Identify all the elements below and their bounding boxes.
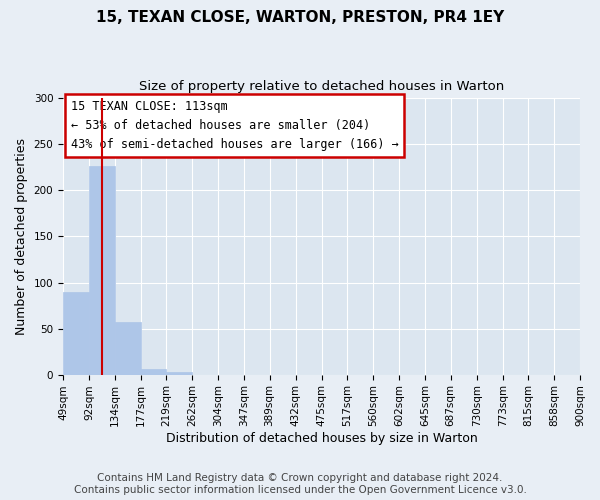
Text: 15, TEXAN CLOSE, WARTON, PRESTON, PR4 1EY: 15, TEXAN CLOSE, WARTON, PRESTON, PR4 1E… — [96, 10, 504, 25]
Bar — [115, 322, 141, 374]
X-axis label: Distribution of detached houses by size in Warton: Distribution of detached houses by size … — [166, 432, 478, 445]
Title: Size of property relative to detached houses in Warton: Size of property relative to detached ho… — [139, 80, 504, 93]
Bar — [63, 292, 89, 374]
Bar — [166, 372, 193, 374]
Text: Contains HM Land Registry data © Crown copyright and database right 2024.
Contai: Contains HM Land Registry data © Crown c… — [74, 474, 526, 495]
Bar — [89, 166, 115, 374]
Text: 15 TEXAN CLOSE: 113sqm
← 53% of detached houses are smaller (204)
43% of semi-de: 15 TEXAN CLOSE: 113sqm ← 53% of detached… — [71, 100, 398, 150]
Bar — [141, 369, 166, 374]
Y-axis label: Number of detached properties: Number of detached properties — [15, 138, 28, 335]
